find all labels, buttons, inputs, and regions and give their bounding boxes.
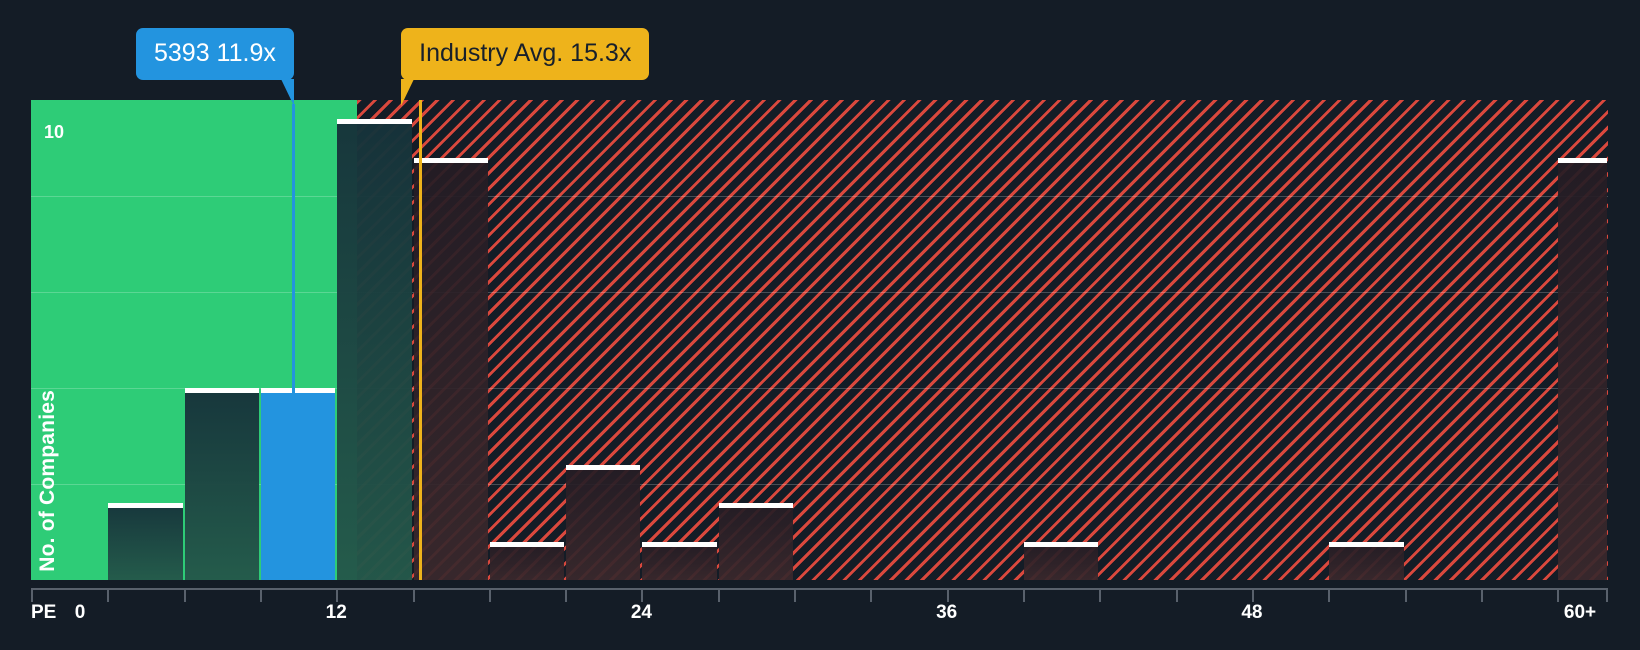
bar-body — [489, 541, 565, 580]
industry-average-line — [419, 100, 423, 580]
histogram-bar[interactable] — [260, 388, 336, 580]
x-tick — [870, 590, 873, 602]
bar-body — [184, 388, 259, 580]
x-tick — [1404, 590, 1407, 602]
bar-body — [413, 157, 488, 580]
histogram-bar[interactable] — [1558, 157, 1607, 580]
x-tick — [794, 590, 797, 602]
x-tick-label: 48 — [1241, 602, 1263, 623]
histogram-bar[interactable] — [337, 119, 412, 580]
y-tick-label-10: 10 — [44, 122, 65, 142]
bar-body — [718, 503, 794, 580]
bar-top-cap — [642, 541, 717, 547]
industry-tooltip-tail — [401, 79, 415, 106]
company-tooltip-tail — [280, 79, 294, 106]
y-axis-label: No. of Companies — [36, 390, 59, 572]
bar-top-cap — [1558, 157, 1607, 163]
gridline — [31, 484, 1608, 485]
bar-top-cap — [413, 157, 488, 163]
company-tooltip-text: 5393 11.9x — [154, 39, 276, 67]
bar-body — [642, 541, 717, 580]
x-tick-label: 12 — [325, 602, 347, 623]
plot-area — [31, 100, 1608, 580]
x-tick — [946, 590, 949, 602]
x-tick — [1022, 590, 1025, 602]
x-tick — [565, 590, 568, 602]
industry-tooltip-text: Industry Avg. 15.3x — [419, 39, 632, 67]
bar-body — [1558, 157, 1607, 580]
x-tick-label: 60+ — [1563, 602, 1597, 623]
histogram-bar[interactable] — [184, 388, 259, 580]
x-tick — [1557, 590, 1560, 602]
histogram-bar[interactable] — [108, 503, 183, 580]
x-axis-line — [31, 588, 1608, 590]
x-tick — [183, 590, 186, 602]
bar-top-cap — [1023, 541, 1099, 547]
bar-body — [260, 388, 336, 580]
x-tick-label: 24 — [630, 602, 653, 623]
bar-top-cap — [184, 388, 259, 393]
company-tooltip[interactable]: 5393 11.9x — [136, 28, 294, 80]
x-tick — [488, 590, 491, 602]
bar-top-cap — [566, 464, 641, 470]
x-tick — [1328, 590, 1331, 602]
histogram-bar[interactable] — [1023, 541, 1099, 580]
gridline — [31, 388, 1608, 389]
bar-body — [1329, 541, 1404, 580]
bar-body — [337, 119, 412, 580]
x-tick — [336, 590, 339, 602]
histogram-bar[interactable] — [413, 157, 488, 580]
bar-top-cap — [718, 503, 794, 509]
x-tick — [1606, 590, 1608, 602]
x-tick — [1175, 590, 1178, 602]
bar-top-cap — [260, 388, 336, 393]
histogram-bar[interactable] — [566, 464, 641, 580]
x-tick — [259, 590, 262, 602]
gridline — [31, 292, 1608, 293]
x-tick — [1251, 590, 1254, 602]
x-tick-label: 36 — [936, 602, 958, 623]
bar-top-cap — [337, 119, 412, 125]
x-tick — [107, 590, 110, 602]
x-tick — [1480, 590, 1483, 602]
bar-body — [1023, 541, 1099, 580]
bar-body — [108, 503, 183, 580]
bar-top-cap — [1329, 541, 1404, 547]
x-tick-label: 0 — [74, 602, 86, 623]
x-tick — [717, 590, 720, 602]
histogram-bar[interactable] — [718, 503, 794, 580]
company-marker-connector — [291, 104, 295, 580]
x-axis-name: PE — [31, 602, 57, 623]
x-tick — [1099, 590, 1102, 602]
x-tick — [31, 590, 33, 602]
histogram-bar[interactable] — [642, 541, 717, 580]
bar-body — [566, 464, 641, 580]
histogram-bar[interactable] — [489, 541, 565, 580]
bar-top-cap — [489, 541, 565, 547]
x-tick — [412, 590, 415, 602]
bar-top-cap — [108, 503, 183, 509]
histogram-bar[interactable] — [1329, 541, 1404, 580]
x-tick — [641, 590, 644, 602]
industry-tooltip[interactable]: Industry Avg. 15.3x — [401, 28, 650, 80]
gridline — [31, 196, 1608, 197]
